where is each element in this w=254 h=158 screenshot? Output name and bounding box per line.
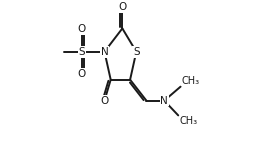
Text: S: S	[133, 47, 140, 57]
Text: CH₃: CH₃	[181, 76, 199, 86]
Text: O: O	[118, 2, 126, 12]
Text: O: O	[100, 96, 109, 106]
Text: O: O	[78, 24, 86, 34]
Text: S: S	[79, 47, 85, 57]
Text: N: N	[160, 96, 168, 106]
Text: N: N	[101, 47, 108, 57]
Text: O: O	[78, 69, 86, 79]
Text: CH₃: CH₃	[179, 116, 197, 126]
